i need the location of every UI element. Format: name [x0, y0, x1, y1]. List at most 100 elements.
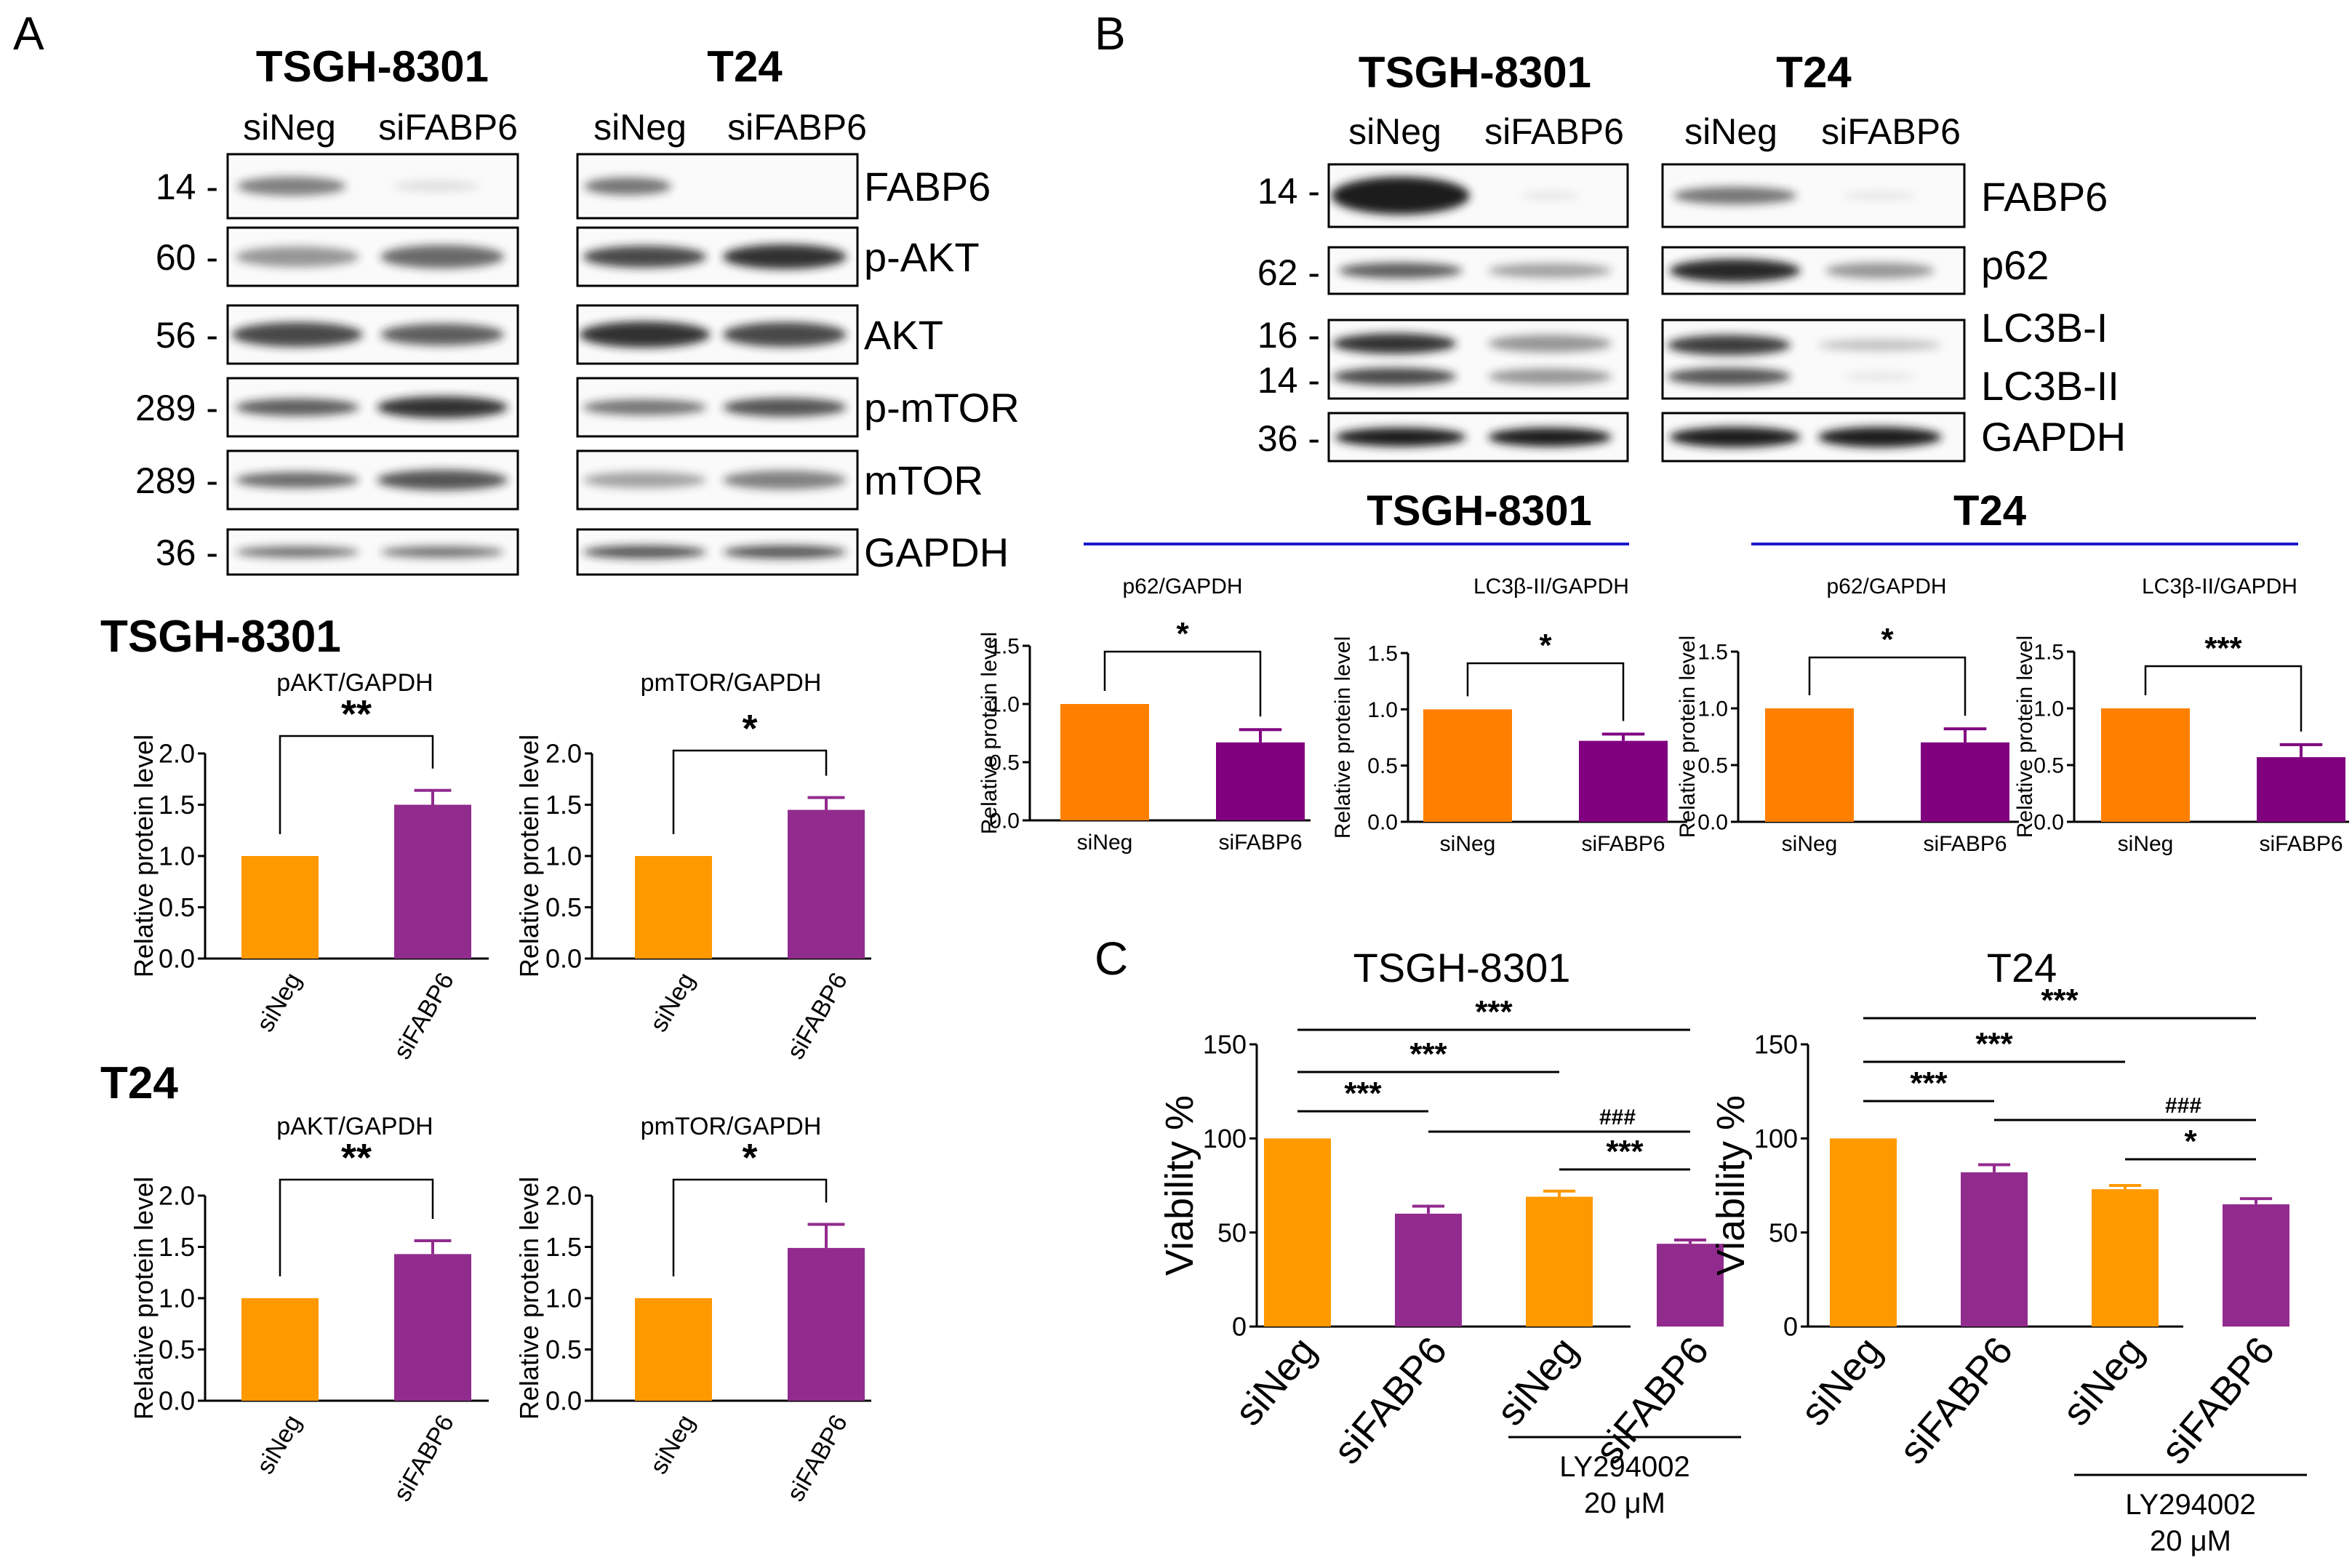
y-tick-label: 150 [1203, 1030, 1247, 1060]
y-axis-label: Viability % [1158, 1095, 1201, 1276]
blot-b-left-lane-2: siFABP6 [1484, 111, 1624, 152]
band [1488, 368, 1612, 385]
blot-bands [235, 470, 508, 490]
y-tick-label: 0.0 [545, 1386, 582, 1416]
blot-b-right-lane-2: siFABP6 [1821, 111, 1961, 152]
chart-title: p62/GAPDH [1122, 575, 1242, 599]
blot-bands [1669, 427, 1942, 447]
x-tick-label: siNeg [645, 968, 700, 1036]
band [722, 244, 847, 269]
y-tick-label: 0.0 [1697, 811, 1728, 835]
mw-marker-a-3: 289 - [135, 388, 218, 428]
y-tick-label: 0 [1783, 1312, 1798, 1342]
blot-bands [583, 545, 847, 559]
band [1669, 259, 1801, 282]
comparison-label: ### [1599, 1105, 1636, 1129]
protein-label-b-3: LC3B-II [1981, 363, 2119, 409]
bar-sifabp6 [2257, 757, 2345, 822]
y-tick-label: 0.0 [2033, 811, 2064, 835]
y-tick-label: 1.5 [159, 1232, 195, 1262]
bar-sineg [2101, 708, 2190, 822]
x-tick-label: siNeg [2054, 1329, 2152, 1433]
bar-sineg [635, 1298, 712, 1401]
band [579, 321, 711, 348]
y-tick-label: 1.5 [1697, 641, 1728, 665]
mw-marker-a-4: 289 - [135, 460, 218, 501]
panel-b-group-title-1: TSGH-8301 [1367, 487, 1591, 535]
blot-bands [1331, 177, 1580, 215]
y-tick-label: 1.5 [2033, 641, 2064, 665]
band [393, 181, 481, 191]
band [235, 546, 359, 558]
protein-label-b-1: p62 [1981, 242, 2049, 288]
x-tick-label: siNeg [1077, 831, 1133, 855]
bar-sineg [1423, 709, 1512, 822]
bar-sifabp6 [1216, 742, 1305, 820]
band [1338, 263, 1463, 279]
panel-a-header-t24: T24 [100, 1058, 178, 1108]
x-tick-label: siFABP6 [1581, 832, 1665, 856]
x-tick-label: siNeg [1488, 1329, 1586, 1433]
y-tick-label: 1.5 [989, 635, 1020, 659]
band [235, 247, 359, 267]
y-tick-label: 0.0 [159, 944, 195, 974]
band [235, 472, 359, 488]
y-tick-label: 0.0 [1367, 811, 1398, 835]
blot-membrane [1661, 319, 1966, 400]
panel-a-header-tsgh: TSGH-8301 [100, 612, 341, 662]
bar-sineg [1526, 1196, 1593, 1327]
blot-a-right-lane-1: siNeg [593, 107, 687, 148]
mw-marker-a-0: 14 - [156, 167, 218, 207]
y-tick-label: 1.0 [1697, 697, 1728, 721]
chart-title: LC3β-II/GAPDH [2142, 575, 2297, 599]
y-tick-label: 1.0 [989, 693, 1020, 717]
bar-sifabp6 [394, 1254, 471, 1401]
band [1335, 428, 1466, 447]
band [1488, 428, 1612, 447]
bar-sifabp6 [1579, 740, 1668, 822]
treatment-dose: 20 μM [2150, 1525, 2231, 1557]
blot-bands [583, 471, 847, 489]
x-tick-label: siFABP6 [388, 1410, 460, 1506]
y-tick-label: 1.0 [2033, 697, 2064, 721]
blot-membrane [1327, 319, 1629, 400]
band [377, 470, 508, 490]
blot-bands [583, 244, 847, 269]
blot-a-left-lane-2: siFABP6 [378, 107, 518, 148]
y-axis-label: Relative protein level [129, 735, 159, 977]
y-tick-label: 0.5 [989, 751, 1020, 775]
chart-b2: LC3β-II/GAPDH 0.0 0.5 1.0 1.5 Relative protei… [1331, 575, 1687, 856]
band [235, 399, 359, 416]
bar-sifabp6 [2223, 1204, 2289, 1327]
bar-sifabp6 [1657, 1244, 1724, 1327]
band [722, 322, 847, 347]
band [1331, 177, 1470, 215]
bar-sineg [1830, 1138, 1897, 1327]
band [1825, 263, 1935, 279]
y-tick-label: 0.5 [159, 1335, 195, 1364]
y-tick-label: 1.0 [545, 841, 582, 871]
mw-marker-b-3: 14 - [1257, 360, 1320, 401]
significance-bracket [279, 1178, 434, 1276]
blot-bands [231, 322, 505, 347]
y-tick-label: 1.5 [1367, 642, 1398, 666]
chart-title: LC3β-II/GAPDH [1473, 575, 1629, 599]
comparison-label: *** [1910, 1065, 1948, 1101]
blot-bands [583, 398, 847, 417]
blot-a-left-lane-1: siNeg [243, 107, 336, 148]
significance-bracket [672, 1178, 828, 1276]
x-tick-label: siNeg [252, 968, 307, 1036]
blot-a-right-lane-2: siFABP6 [727, 107, 867, 148]
band [583, 472, 707, 488]
y-tick-label: 100 [1754, 1124, 1798, 1153]
y-tick-label: 0.0 [989, 809, 1020, 833]
band [231, 322, 363, 347]
bar-sifabp6 [1395, 1213, 1462, 1327]
y-tick-label: 50 [1217, 1217, 1247, 1247]
y-tick-label: 2.0 [159, 739, 195, 769]
